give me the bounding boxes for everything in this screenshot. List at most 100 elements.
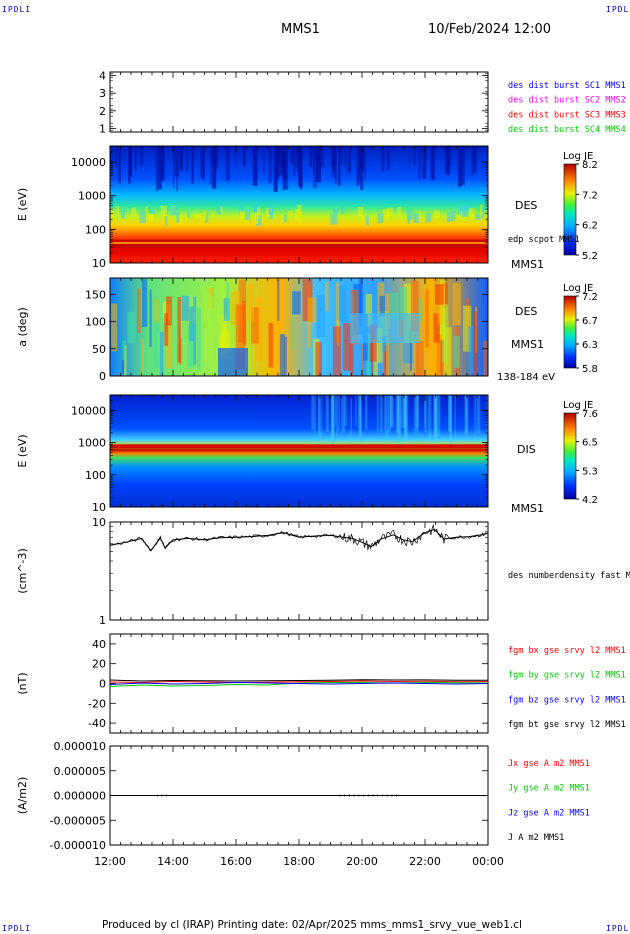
colorbar-tick-label-3: 5.3 xyxy=(582,466,598,477)
spectrogram-streak xyxy=(191,146,194,184)
spectrogram-texture xyxy=(284,336,287,376)
spectrogram-texture xyxy=(164,313,169,346)
legend-burst-sc3: des dist burst SC3 MMS3 xyxy=(508,110,626,120)
spectrogram-texture xyxy=(238,205,244,212)
panel-frame-0 xyxy=(109,71,489,133)
spectrogram-texture xyxy=(254,296,264,361)
spectrogram-streak xyxy=(434,395,438,438)
spectrogram-streak xyxy=(355,395,357,427)
y-tick-label-1: 10000 xyxy=(71,156,106,169)
spectrogram-streak xyxy=(358,146,360,179)
spectrogram-texture xyxy=(235,304,246,370)
spectrogram-streak xyxy=(404,395,407,435)
spectrogram-streak xyxy=(209,146,212,186)
y-tick-label-2: 100 xyxy=(85,316,106,329)
y-axis-label-3: E (eV) xyxy=(16,434,29,467)
spectrogram-texture xyxy=(343,322,352,371)
legend-fgm-0: fgm bx gse srvy l2 MMS1 xyxy=(508,646,626,656)
spectrogram-streak xyxy=(422,146,427,179)
spectrogram-texture xyxy=(336,282,339,343)
spectrogram-streak xyxy=(433,395,437,437)
colorbar-tick-label-3: 7.6 xyxy=(582,409,598,420)
spectrogram-texture xyxy=(302,279,313,322)
y-tick-label-3: 1000 xyxy=(78,437,106,450)
mission-title: MMS1 xyxy=(281,22,320,37)
spectrogram-texture xyxy=(330,213,338,225)
legend-current-1: Jy gse A m2 MMS1 xyxy=(508,784,590,794)
spectrogram-streak xyxy=(360,395,362,443)
y-tick-label-1: 10 xyxy=(92,257,106,270)
spectrogram-texture xyxy=(247,283,255,321)
spacecraft-potential-line xyxy=(110,241,488,244)
spectrogram-texture xyxy=(193,296,197,365)
y-axis-label-6: (A/m2) xyxy=(16,777,29,815)
spectrogram-streak xyxy=(454,395,456,440)
spectrogram-texture xyxy=(153,323,160,368)
spectrogram-texture xyxy=(407,216,411,224)
spectrogram-texture xyxy=(208,295,214,360)
spectrogram-texture xyxy=(217,204,222,215)
corner-mark-top-right: IPDLI xyxy=(606,5,630,14)
spectrogram-texture xyxy=(425,289,429,348)
x-tick-label: 16:00 xyxy=(220,855,252,868)
spectrogram-texture xyxy=(409,330,412,371)
spectrogram-texture xyxy=(145,206,148,217)
spectrogram-texture xyxy=(111,303,117,352)
spectrogram-texture xyxy=(244,209,251,221)
spectrogram-texture xyxy=(149,209,155,215)
y-tick-label-3: 100 xyxy=(85,469,106,482)
y-tick-label-5: -40 xyxy=(88,717,106,730)
spectrogram-texture xyxy=(418,211,422,222)
spectrogram-texture xyxy=(212,308,223,337)
spectrogram-streak xyxy=(214,146,218,168)
spectrogram-texture xyxy=(166,296,172,326)
spectrogram-streak xyxy=(381,146,385,172)
spectrogram-streak xyxy=(486,395,488,442)
y-tick-label-4: 10 xyxy=(92,516,106,529)
spectrogram-texture xyxy=(376,328,383,363)
spectrogram-texture xyxy=(297,204,302,215)
spectrogram-streak xyxy=(365,395,368,430)
spectrogram-texture xyxy=(412,213,419,223)
spectrogram-texture xyxy=(418,298,422,322)
spectrogram-texture xyxy=(431,333,441,376)
spectrogram-streak xyxy=(316,146,321,183)
spectrogram-streak xyxy=(160,146,165,181)
spectrogram-texture xyxy=(450,210,456,222)
x-tick-label: 18:00 xyxy=(283,855,315,868)
legend-fgm-2: fgm bz gse srvy l2 MMS1 xyxy=(508,695,626,705)
spectrogram-texture xyxy=(220,206,224,213)
spectrogram-streak xyxy=(134,146,137,171)
spectrogram-texture xyxy=(149,289,152,348)
spectrogram-streak xyxy=(424,395,427,433)
spectrogram-streak xyxy=(448,395,453,432)
spectrogram-streak xyxy=(400,395,404,429)
legend-current-0: Jx gse A m2 MMS1 xyxy=(508,759,590,769)
panel-label-mms1: MMS1 xyxy=(511,338,544,351)
y-axis-label-1: E (eV) xyxy=(16,188,29,221)
spectrogram-streak xyxy=(318,395,320,445)
spectrogram-streak xyxy=(416,395,419,436)
spectrogram-streak xyxy=(117,146,120,182)
colorbar-tick-label-1: 5.2 xyxy=(582,251,598,262)
spectrogram-streak xyxy=(312,146,316,174)
spectrogram-streak xyxy=(225,146,231,182)
colorbar-tick-label-1: 6.2 xyxy=(582,221,598,232)
y-tick-label-5: 20 xyxy=(92,658,106,671)
y-tick-label-0: 1 xyxy=(99,122,106,135)
spectrogram-streak xyxy=(200,146,205,178)
spectrogram-streak xyxy=(348,146,351,173)
spectrogram-streak xyxy=(436,395,441,436)
spectrogram-texture xyxy=(279,334,286,376)
spectrogram-texture xyxy=(340,205,345,214)
spectrogram-texture xyxy=(230,291,241,325)
spectrogram-streak xyxy=(472,146,476,165)
spectrogram-streak xyxy=(359,395,362,436)
colorbar-tick-label-3: 6.5 xyxy=(582,438,598,449)
spectrogram-texture xyxy=(252,206,257,213)
spectrogram-texture xyxy=(115,206,120,215)
spectrogram-streak xyxy=(179,146,184,171)
y-tick-label-5: -20 xyxy=(88,697,106,710)
panel-label-dis: DIS xyxy=(517,443,536,456)
spectrogram-streak xyxy=(296,146,298,172)
